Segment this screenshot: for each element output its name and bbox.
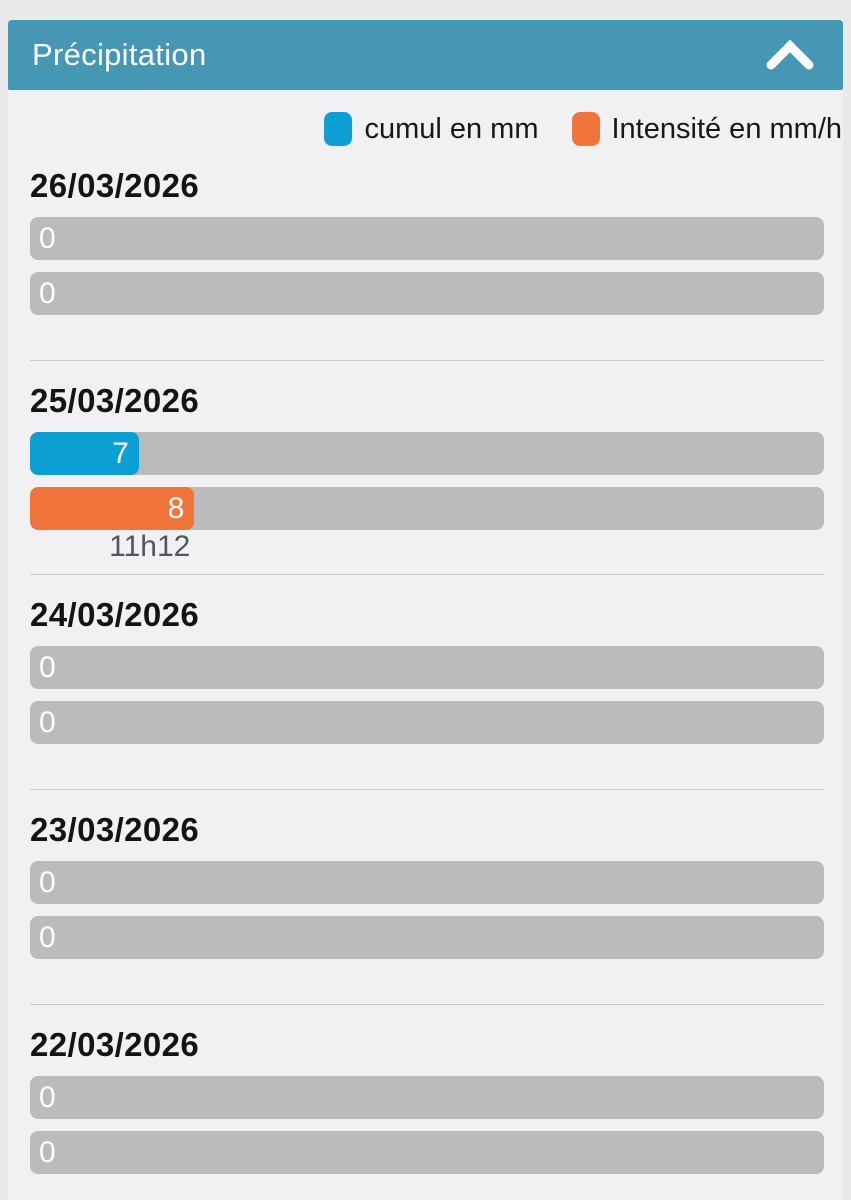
cumul-bar-track: 7 <box>30 432 824 475</box>
day-date: 23/03/2026 <box>30 811 200 848</box>
chart-legend: cumul en mm Intensité en mm/h <box>8 112 843 146</box>
day-date: 26/03/2026 <box>30 167 200 204</box>
section-divider <box>30 574 824 575</box>
legend-label-intensite: Intensité en mm/h <box>611 112 843 145</box>
day-section: 24/03/2026 0 0 <box>30 597 824 790</box>
intensite-swatch-icon <box>571 112 600 146</box>
intensite-bar-fill: 0 <box>30 272 824 315</box>
intensite-value: 0 <box>39 705 56 739</box>
cumul-bar-track: 0 <box>30 861 824 904</box>
section-divider <box>30 789 824 790</box>
cumul-bar-fill: 0 <box>30 861 824 904</box>
precipitation-header[interactable]: Précipitation <box>8 20 843 90</box>
intensite-bar-track: 8 <box>30 487 824 530</box>
cumul-bar-fill: 0 <box>30 646 824 689</box>
cumul-bar-track: 0 <box>30 217 824 260</box>
cumul-value: 0 <box>39 221 56 255</box>
day-section: 22/03/2026 0 0 <box>30 1027 824 1174</box>
intensite-bar-track: 0 <box>30 272 824 315</box>
intensite-bar-fill: 8 <box>30 487 195 530</box>
intensite-value: 0 <box>39 920 56 954</box>
day-date: 25/03/2026 <box>30 382 200 419</box>
panel-title: Précipitation <box>32 37 207 72</box>
cumul-swatch-icon <box>324 112 353 146</box>
intensite-bar-fill: 0 <box>30 701 824 744</box>
day-section: 25/03/2026 7 8 11h12 <box>30 383 824 575</box>
day-list: 26/03/2026 0 0 25/03/2026 7 8 11h12 <box>8 168 843 1174</box>
day-section: 26/03/2026 0 0 <box>30 168 824 361</box>
cumul-value: 0 <box>39 650 56 684</box>
section-divider <box>30 1004 824 1005</box>
day-date: 22/03/2026 <box>30 1026 200 1063</box>
legend-label-cumul: cumul en mm <box>364 112 539 145</box>
cumul-bar-fill: 7 <box>30 432 139 475</box>
cumul-bar-track: 0 <box>30 646 824 689</box>
cumul-value: 0 <box>39 865 56 899</box>
chevron-up-icon[interactable] <box>763 36 817 74</box>
cumul-value: 0 <box>39 1080 56 1114</box>
intensite-bar-track: 0 <box>30 701 824 744</box>
precipitation-panel: cumul en mm Intensité en mm/h 26/03/2026… <box>8 90 843 1200</box>
intensite-bar-fill: 0 <box>30 916 824 959</box>
legend-item-intensite: Intensité en mm/h <box>571 112 843 146</box>
time-label: 11h12 <box>109 530 191 563</box>
legend-item-cumul: cumul en mm <box>324 112 539 146</box>
cumul-bar-track: 0 <box>30 1076 824 1119</box>
cumul-value: 7 <box>112 436 129 470</box>
cumul-bar-fill: 0 <box>30 217 824 260</box>
day-section: 23/03/2026 0 0 <box>30 812 824 1005</box>
cumul-bar-fill: 0 <box>30 1076 824 1119</box>
intensite-bar-track: 0 <box>30 916 824 959</box>
intensite-value: 0 <box>39 276 56 310</box>
intensite-bar-fill: 0 <box>30 1131 824 1174</box>
intensite-bar-track: 0 <box>30 1131 824 1174</box>
section-divider <box>30 360 824 361</box>
day-date: 24/03/2026 <box>30 596 200 633</box>
intensite-value: 0 <box>39 1135 56 1169</box>
intensite-value: 8 <box>167 491 185 525</box>
